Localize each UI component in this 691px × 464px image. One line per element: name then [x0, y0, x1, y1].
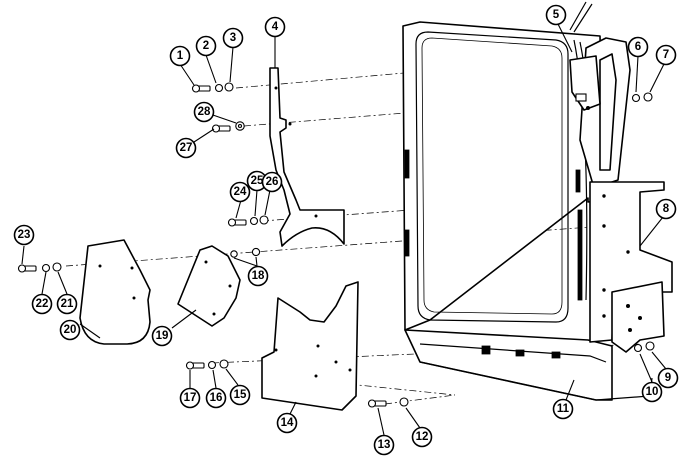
- svg-text:2: 2: [203, 40, 209, 52]
- part-19-panel: [177, 245, 241, 327]
- callout-7: 7: [655, 44, 677, 66]
- callout-14: 14: [276, 412, 298, 434]
- callout-6: 6: [627, 36, 649, 58]
- callout-13: 13: [373, 434, 395, 456]
- svg-text:28: 28: [198, 106, 211, 118]
- callout-20: 20: [59, 319, 81, 341]
- callout-25: 25: [246, 170, 268, 192]
- callout-21: 21: [56, 293, 78, 315]
- callout-11: 11: [552, 398, 574, 420]
- callout-26: 26: [261, 171, 283, 193]
- svg-text:16: 16: [210, 392, 223, 404]
- callout-22: 22: [31, 293, 53, 315]
- svg-text:5: 5: [553, 9, 560, 21]
- svg-text:24: 24: [234, 186, 247, 198]
- svg-text:19: 19: [156, 330, 169, 342]
- callout-27: 27: [175, 137, 197, 159]
- callout-9: 9: [657, 367, 679, 389]
- svg-text:7: 7: [663, 49, 669, 61]
- svg-text:20: 20: [64, 324, 77, 336]
- callout-24: 24: [229, 181, 251, 203]
- hardware: [17, 82, 655, 408]
- callout-23: 23: [13, 224, 35, 246]
- svg-text:17: 17: [184, 392, 197, 404]
- callout-3: 3: [222, 27, 244, 49]
- svg-text:11: 11: [557, 403, 570, 415]
- svg-text:10: 10: [646, 386, 659, 398]
- callout-15: 15: [229, 384, 251, 406]
- trim-panel-bracket: [611, 281, 665, 353]
- svg-text:22: 22: [36, 298, 49, 310]
- svg-text:4: 4: [272, 21, 279, 33]
- svg-text:23: 23: [18, 229, 31, 241]
- svg-text:1: 1: [177, 50, 184, 62]
- svg-text:18: 18: [252, 270, 265, 282]
- callout-19: 19: [151, 325, 173, 347]
- callout-16: 16: [205, 387, 227, 409]
- callout-4: 4: [264, 16, 286, 38]
- part-4-bracket: [269, 67, 345, 247]
- svg-text:27: 27: [180, 142, 193, 154]
- callout-28: 28: [193, 101, 215, 123]
- svg-text:8: 8: [663, 203, 670, 215]
- svg-text:9: 9: [665, 372, 671, 384]
- callout-18: 18: [247, 265, 269, 287]
- callout-17: 17: [179, 387, 201, 409]
- svg-text:26: 26: [266, 176, 279, 188]
- callout-2: 2: [195, 35, 217, 57]
- svg-text:12: 12: [416, 431, 429, 443]
- callouts: 1 2 3 4 5 6 7 8 9 10 11 12 13 14 15 16 1…: [13, 4, 679, 456]
- svg-text:15: 15: [234, 389, 247, 401]
- callout-12: 12: [411, 426, 433, 448]
- door-frame: [402, 1, 613, 401]
- part-14-bracket: [261, 281, 359, 411]
- svg-text:6: 6: [635, 41, 641, 53]
- callout-8: 8: [655, 198, 677, 220]
- svg-text:3: 3: [230, 32, 236, 44]
- trim-panel-8: [589, 181, 673, 343]
- part-20-panel: [79, 239, 151, 345]
- svg-text:25: 25: [251, 175, 264, 187]
- svg-text:14: 14: [281, 417, 294, 429]
- svg-text:21: 21: [61, 298, 74, 310]
- svg-text:13: 13: [378, 439, 391, 451]
- callout-1: 1: [169, 45, 191, 67]
- callout-10: 10: [641, 381, 663, 403]
- door-pillar: [569, 37, 631, 189]
- leader-lines: [21, 23, 667, 436]
- callout-5: 5: [545, 4, 567, 26]
